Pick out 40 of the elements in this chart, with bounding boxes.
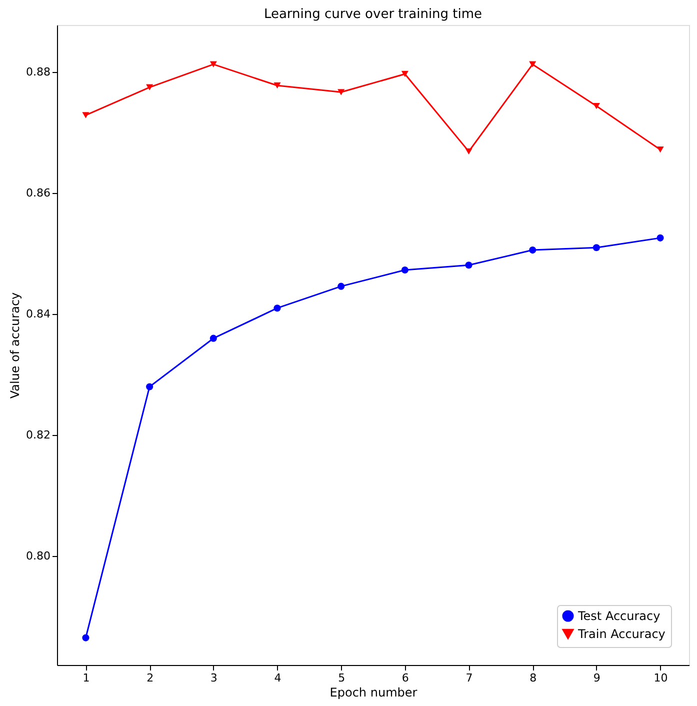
x-tick-label: 3 xyxy=(210,672,218,684)
point xyxy=(338,89,345,96)
point xyxy=(401,266,408,274)
point xyxy=(656,146,664,153)
point xyxy=(82,634,90,642)
point xyxy=(656,234,664,242)
point xyxy=(592,102,600,110)
x-tick-label: 9 xyxy=(593,672,600,684)
y-tick-label: 0.84 xyxy=(26,308,50,321)
x-tick-label: 4 xyxy=(274,672,282,684)
point xyxy=(338,282,345,290)
x-tick-label: 2 xyxy=(146,672,154,684)
point xyxy=(465,148,472,154)
point xyxy=(592,244,600,252)
chart-title: Learning curve over training time xyxy=(264,7,482,22)
y-tick-label: 0.82 xyxy=(26,428,50,442)
x-tick-label: 8 xyxy=(530,672,537,684)
point xyxy=(146,84,154,90)
y-tick-label: 0.86 xyxy=(26,186,50,200)
point xyxy=(210,334,217,342)
x-tick-label: 10 xyxy=(654,672,668,684)
legend-label: Train Accuracy xyxy=(577,627,666,641)
point xyxy=(274,304,281,312)
y-tick-label: 0.80 xyxy=(26,550,50,563)
y-axis-title: Value of accuracy xyxy=(8,292,22,399)
x-tick-label: 7 xyxy=(466,672,473,684)
point xyxy=(274,82,281,89)
point xyxy=(529,246,536,254)
point xyxy=(401,70,408,78)
point xyxy=(146,383,154,390)
point xyxy=(82,112,90,118)
x-tick-label: 5 xyxy=(338,672,346,684)
x-axis-title: Epoch number xyxy=(330,686,418,700)
legend-label: Test Accuracy xyxy=(577,609,660,623)
x-tick-label: 1 xyxy=(82,672,90,684)
x-tick-label: 6 xyxy=(402,672,409,684)
point xyxy=(529,61,536,68)
point xyxy=(210,61,217,68)
point xyxy=(465,262,472,269)
y-tick-label: 0.88 xyxy=(26,66,50,79)
